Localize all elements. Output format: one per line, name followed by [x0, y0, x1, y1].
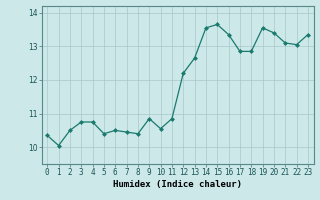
- X-axis label: Humidex (Indice chaleur): Humidex (Indice chaleur): [113, 180, 242, 189]
